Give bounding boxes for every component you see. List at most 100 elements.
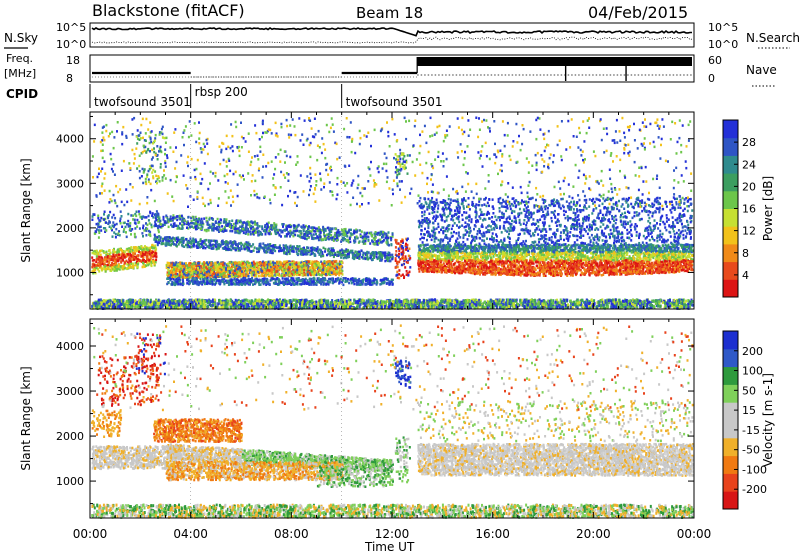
power-cell — [158, 231, 160, 234]
nsky-tick-top: 10^5 — [56, 21, 86, 34]
power-cell — [192, 216, 194, 219]
power-cell — [160, 163, 162, 166]
power-cell — [242, 228, 244, 231]
power-cell — [313, 233, 315, 236]
power-cell — [232, 226, 234, 229]
power-cell — [223, 218, 225, 221]
power-cell — [112, 225, 114, 228]
power-cell — [315, 237, 317, 240]
power-cell — [137, 222, 139, 225]
power-cell — [310, 226, 312, 229]
power-cell — [189, 237, 191, 240]
power-cell — [362, 252, 364, 255]
power-cell — [108, 214, 110, 217]
power-cell — [98, 270, 100, 273]
power-cell — [126, 223, 128, 226]
power-cell — [231, 230, 233, 233]
nave-tick-top: 60 — [708, 54, 722, 67]
power-cell — [135, 246, 137, 249]
power-cell — [313, 227, 315, 230]
power-cell — [225, 224, 227, 227]
power-cell — [127, 213, 129, 216]
cpid-entry: twofsound 3501 — [346, 95, 443, 109]
power-cell — [146, 173, 148, 176]
power-cell — [103, 218, 105, 221]
power-cell — [296, 229, 298, 232]
power-cell — [136, 142, 138, 145]
power-cell — [98, 236, 100, 239]
power-cell — [164, 221, 166, 224]
power-cell — [123, 265, 125, 268]
power-cell — [239, 220, 241, 223]
date-title: 04/Feb/2015 — [588, 3, 688, 22]
nsky-traces — [92, 28, 692, 43]
power-cell — [339, 233, 341, 236]
power-cell — [91, 256, 93, 259]
power-cell — [172, 217, 174, 220]
power-cell — [157, 213, 159, 216]
power-cell — [148, 215, 150, 218]
power-cell — [278, 250, 280, 253]
power-cell — [170, 215, 172, 218]
power-cell — [252, 231, 254, 234]
power-cell — [165, 142, 167, 145]
power-cell — [121, 226, 123, 229]
power-cell — [324, 235, 326, 238]
power-cell — [154, 137, 156, 140]
power-cell — [293, 230, 295, 233]
power-cell — [184, 223, 186, 226]
power-cell — [238, 227, 240, 230]
power-cell — [337, 229, 339, 232]
power-cell — [229, 230, 231, 233]
power-cell — [385, 241, 387, 244]
power-cell — [306, 238, 308, 241]
power-cell — [129, 250, 131, 253]
power-cell — [278, 233, 280, 236]
range-time-figure: Blackstone (fitACF) Beam 18 04/Feb/2015 … — [0, 0, 800, 554]
power-cell — [114, 217, 116, 220]
power-cell — [181, 225, 183, 228]
power-cell — [131, 228, 133, 231]
power-cell — [142, 235, 144, 238]
power-cell — [265, 233, 267, 236]
power-cell — [159, 226, 161, 229]
power-cell — [300, 226, 302, 229]
power-cell — [156, 210, 158, 213]
power-cell — [143, 229, 145, 232]
power-cell — [365, 240, 367, 243]
power-cell — [217, 218, 219, 221]
power-cell — [334, 238, 336, 241]
power-cell — [142, 182, 144, 185]
power-cell — [282, 225, 284, 228]
power-cell — [142, 168, 144, 171]
power-cell — [127, 253, 129, 256]
power-cell — [92, 215, 94, 218]
power-cell — [259, 225, 261, 228]
power-cell — [115, 233, 117, 236]
power-cell — [224, 229, 226, 232]
power-cell — [141, 216, 143, 219]
power-cell — [343, 228, 345, 231]
freq-tick-top: 18 — [66, 54, 80, 67]
power-cell — [367, 239, 369, 242]
power-cell — [243, 221, 245, 224]
power-cell — [186, 227, 188, 230]
power-cell — [152, 169, 154, 172]
power-cell — [139, 227, 141, 230]
power-cell — [205, 217, 207, 220]
power-cell — [184, 219, 186, 222]
freq-tick-bottom: 8 — [66, 72, 73, 85]
power-cell — [127, 220, 129, 223]
power-cell — [134, 227, 136, 230]
power-cell — [220, 219, 222, 222]
power-cell — [93, 252, 95, 255]
power-cell — [143, 248, 145, 251]
power-cell — [108, 250, 110, 253]
power-cell — [349, 238, 351, 241]
power-cell — [154, 252, 156, 255]
power-cell — [260, 232, 262, 235]
power-cell — [136, 250, 138, 253]
power-cell — [155, 134, 157, 137]
power-cell — [113, 250, 115, 253]
power-cell — [270, 224, 272, 227]
